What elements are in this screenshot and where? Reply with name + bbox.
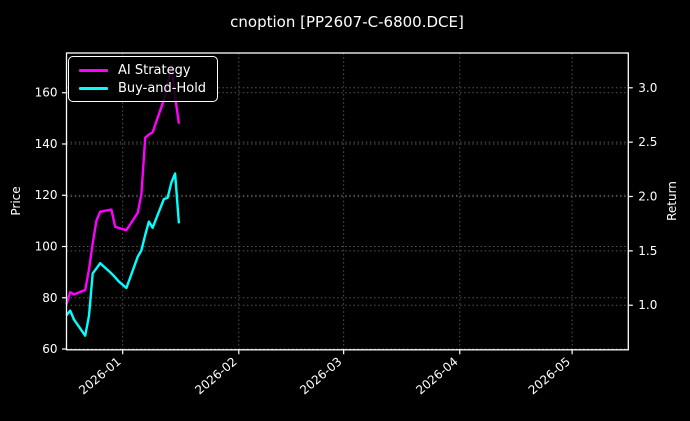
x-tick-label: 2026-04 bbox=[413, 354, 460, 397]
y-right-tick-label: 3.0 bbox=[638, 81, 657, 95]
x-tick-label: 2026-01 bbox=[76, 354, 123, 397]
legend-label: AI Strategy bbox=[118, 63, 191, 79]
y-left-tick-label: 140 bbox=[35, 137, 58, 151]
y-right-tick-label: 2.0 bbox=[638, 190, 657, 204]
series-buy-and-hold bbox=[65, 172, 181, 337]
axes bbox=[62, 52, 633, 355]
y-left-tick-label: 100 bbox=[35, 240, 58, 254]
x-tick-label: 2026-05 bbox=[526, 354, 573, 397]
legend: AI Strategy Buy-and-Hold bbox=[68, 56, 218, 102]
x-tick-label: 2026-03 bbox=[297, 354, 344, 397]
legend-item-ai-strategy: AI Strategy bbox=[79, 62, 209, 80]
chart-title: cnoption [PP2607-C-6800.DCE] bbox=[230, 13, 464, 31]
y-right-tick-label: 2.5 bbox=[638, 135, 657, 149]
legend-item-buy-and-hold: Buy-and-Hold bbox=[79, 80, 209, 98]
y-left-tick-label: 160 bbox=[35, 86, 58, 100]
y-right-tick-label: 1.0 bbox=[638, 298, 657, 312]
plot-border bbox=[65, 52, 629, 351]
buy-and-hold-line-swatch bbox=[79, 86, 108, 90]
legend-label: Buy-and-Hold bbox=[118, 80, 207, 96]
y-left-tick-label: 60 bbox=[42, 342, 57, 356]
x-tick-label: 2026-02 bbox=[192, 354, 239, 397]
y-right-tick-label: 1.5 bbox=[638, 244, 657, 258]
y-left-tick-label: 80 bbox=[42, 291, 57, 305]
ai-strategy-line-swatch bbox=[79, 69, 108, 73]
y-left-tick-label: 120 bbox=[35, 188, 58, 202]
gridlines bbox=[66, 53, 629, 350]
